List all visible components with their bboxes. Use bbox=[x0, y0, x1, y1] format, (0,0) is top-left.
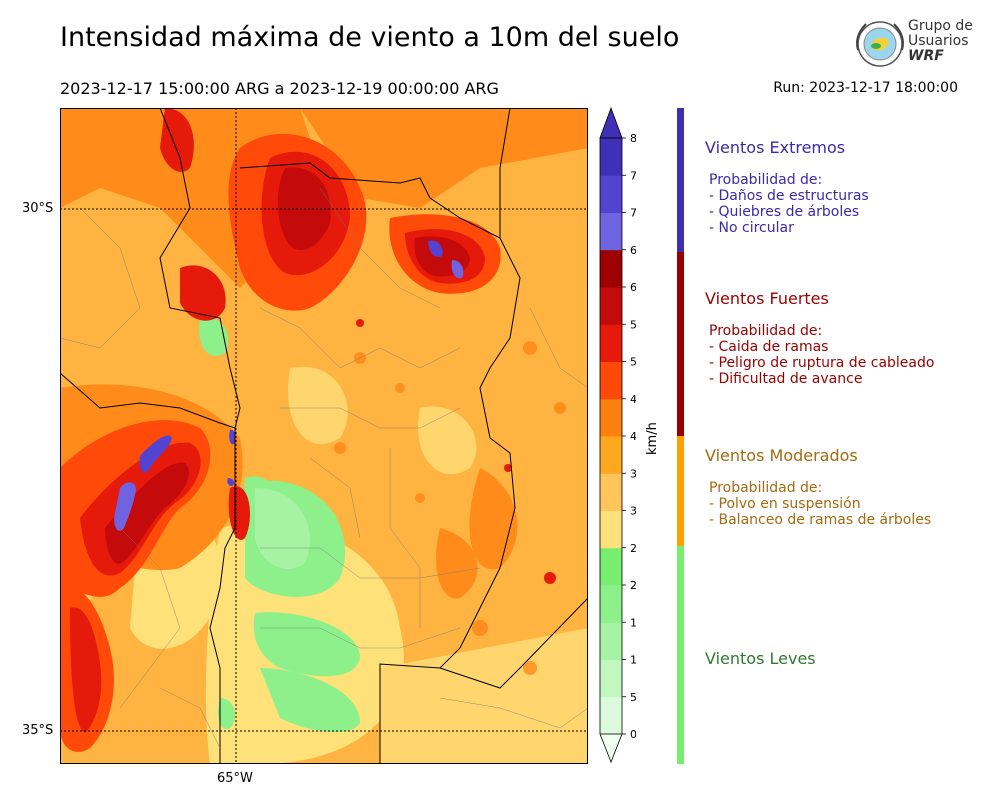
colorbar-min-extension bbox=[599, 733, 623, 764]
category-strong-title: Vientos Fuertes bbox=[705, 289, 829, 308]
colorbar-segment bbox=[600, 398, 622, 437]
colorbar-tick-label: 80 bbox=[630, 132, 636, 145]
colorbar-tick-label: 25 bbox=[630, 542, 636, 555]
colorbar-tick-label: 30 bbox=[630, 505, 636, 518]
forecast-period: 2023-12-17 15:00:00 ARG a 2023-12-19 00:… bbox=[60, 79, 499, 98]
lat-label-30s: 30°S bbox=[22, 201, 54, 216]
colorbar-segment bbox=[600, 324, 622, 362]
colorbar-tick-label: 5 bbox=[630, 691, 636, 704]
colorbar-tick-label: 45 bbox=[630, 393, 636, 406]
wind-colorbar: 0 5 10 15 20 25 30 35 40 45 50 55 60 65 70 75 80 bbox=[599, 106, 636, 764]
colorbar-segment bbox=[600, 436, 622, 474]
colorbar-segment bbox=[600, 249, 622, 288]
map-title: Intensidad máxima de viento a 10m del su… bbox=[60, 22, 680, 53]
logo-line-3: WRF bbox=[908, 48, 944, 64]
colorbar-tick-label: 65 bbox=[630, 244, 636, 257]
colorbar-max-extension bbox=[599, 106, 623, 139]
scale-bar-extreme bbox=[677, 108, 684, 252]
logo-text: Grupo de Usuarios WRF bbox=[908, 19, 973, 64]
colorbar-tick-label: 10 bbox=[630, 654, 636, 667]
category-moderate-title: Vientos Moderados bbox=[705, 446, 858, 465]
colorbar-tick-label: 20 bbox=[630, 579, 636, 592]
colorbar-tick-label: 70 bbox=[630, 207, 636, 220]
colorbar-segment bbox=[600, 138, 622, 176]
colorbar-segment bbox=[600, 212, 622, 251]
colorbar-tick-label: 55 bbox=[630, 318, 636, 331]
colorbar-segment bbox=[600, 622, 622, 660]
colorbar-segment bbox=[600, 361, 622, 400]
wind-map bbox=[60, 108, 588, 764]
colorbar-segment bbox=[600, 547, 622, 586]
scale-bar-strong bbox=[677, 252, 684, 436]
category-moderate-body: Probabilidad de: - Polvo en suspensión -… bbox=[709, 480, 932, 528]
colorbar-tick-label: 75 bbox=[630, 169, 636, 182]
colorbar-tick-label: 35 bbox=[630, 467, 636, 480]
colorbar-unit: km/h bbox=[645, 422, 660, 455]
category-extreme-title: Vientos Extremos bbox=[705, 138, 846, 157]
lat-label-35s: 35°S bbox=[22, 723, 54, 738]
grupo-wrf-logo bbox=[856, 21, 904, 67]
colorbar-segment bbox=[600, 659, 622, 698]
colorbar-segment bbox=[600, 287, 622, 325]
logo-line-2: Usuarios bbox=[908, 33, 969, 49]
category-extreme-body: Probabilidad de: - Daños de estructuras … bbox=[709, 172, 869, 236]
colorbar-tick-label: 0 bbox=[630, 728, 636, 741]
colorbar-segment bbox=[600, 473, 622, 511]
colorbar-segment bbox=[600, 585, 622, 623]
logo-line-1: Grupo de bbox=[908, 18, 973, 34]
colorbar-tick-label: 60 bbox=[630, 281, 636, 294]
colorbar-segment bbox=[600, 696, 622, 735]
run-time: Run: 2023-12-17 18:00:00 bbox=[773, 80, 958, 96]
colorbar-segment bbox=[600, 175, 622, 213]
colorbar-tick-label: 50 bbox=[630, 356, 636, 369]
scale-bar-light bbox=[677, 546, 684, 764]
colorbar-tick-label: 15 bbox=[630, 616, 636, 629]
category-strong-body: Probabilidad de: - Caida de ramas - Peli… bbox=[709, 323, 935, 387]
scale-bar-moderate bbox=[677, 436, 684, 546]
lon-label-65w: 65°W bbox=[217, 771, 253, 786]
colorbar-tick-label: 40 bbox=[630, 430, 636, 443]
colorbar-segment bbox=[600, 510, 622, 549]
category-light-title: Vientos Leves bbox=[705, 649, 816, 668]
